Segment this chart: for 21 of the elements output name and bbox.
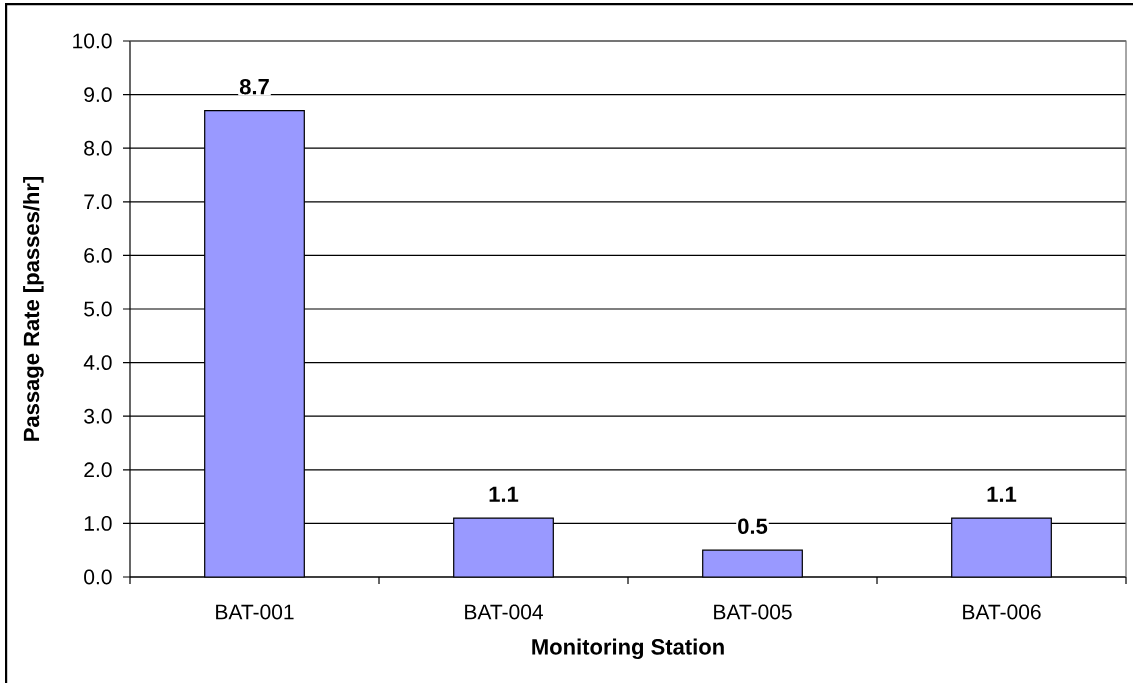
y-tick-label: 0.0 [84, 569, 112, 585]
y-tick-label: 10.0 [73, 33, 112, 49]
y-tick-label: 2.0 [84, 462, 112, 478]
x-tick-label: BAT-005 [714, 604, 792, 620]
y-tick-label: 9.0 [84, 87, 112, 103]
y-tick-label: 1.0 [84, 515, 112, 531]
x-tick-label: BAT-006 [963, 604, 1041, 620]
x-axis-title: Monitoring Station [532, 638, 724, 660]
y-tick-label: 7.0 [84, 194, 112, 210]
data-label: 8.7 [239, 78, 269, 95]
y-tick-label: 6.0 [84, 247, 112, 263]
data-label: 1.1 [489, 486, 519, 502]
y-tick-label: 4.0 [83, 355, 112, 371]
x-tick-label: BAT-004 [465, 604, 543, 620]
y-axis-title: Passage Rate [passes/hr] [23, 176, 44, 441]
data-label: 0.5 [738, 518, 768, 534]
y-tick-label: 5.0 [84, 301, 112, 317]
data-label: 1.1 [987, 486, 1017, 502]
x-tick-label: BAT-001 [216, 604, 294, 620]
y-tick-label: 3.0 [84, 408, 112, 424]
y-tick-label: 8.0 [84, 140, 112, 156]
